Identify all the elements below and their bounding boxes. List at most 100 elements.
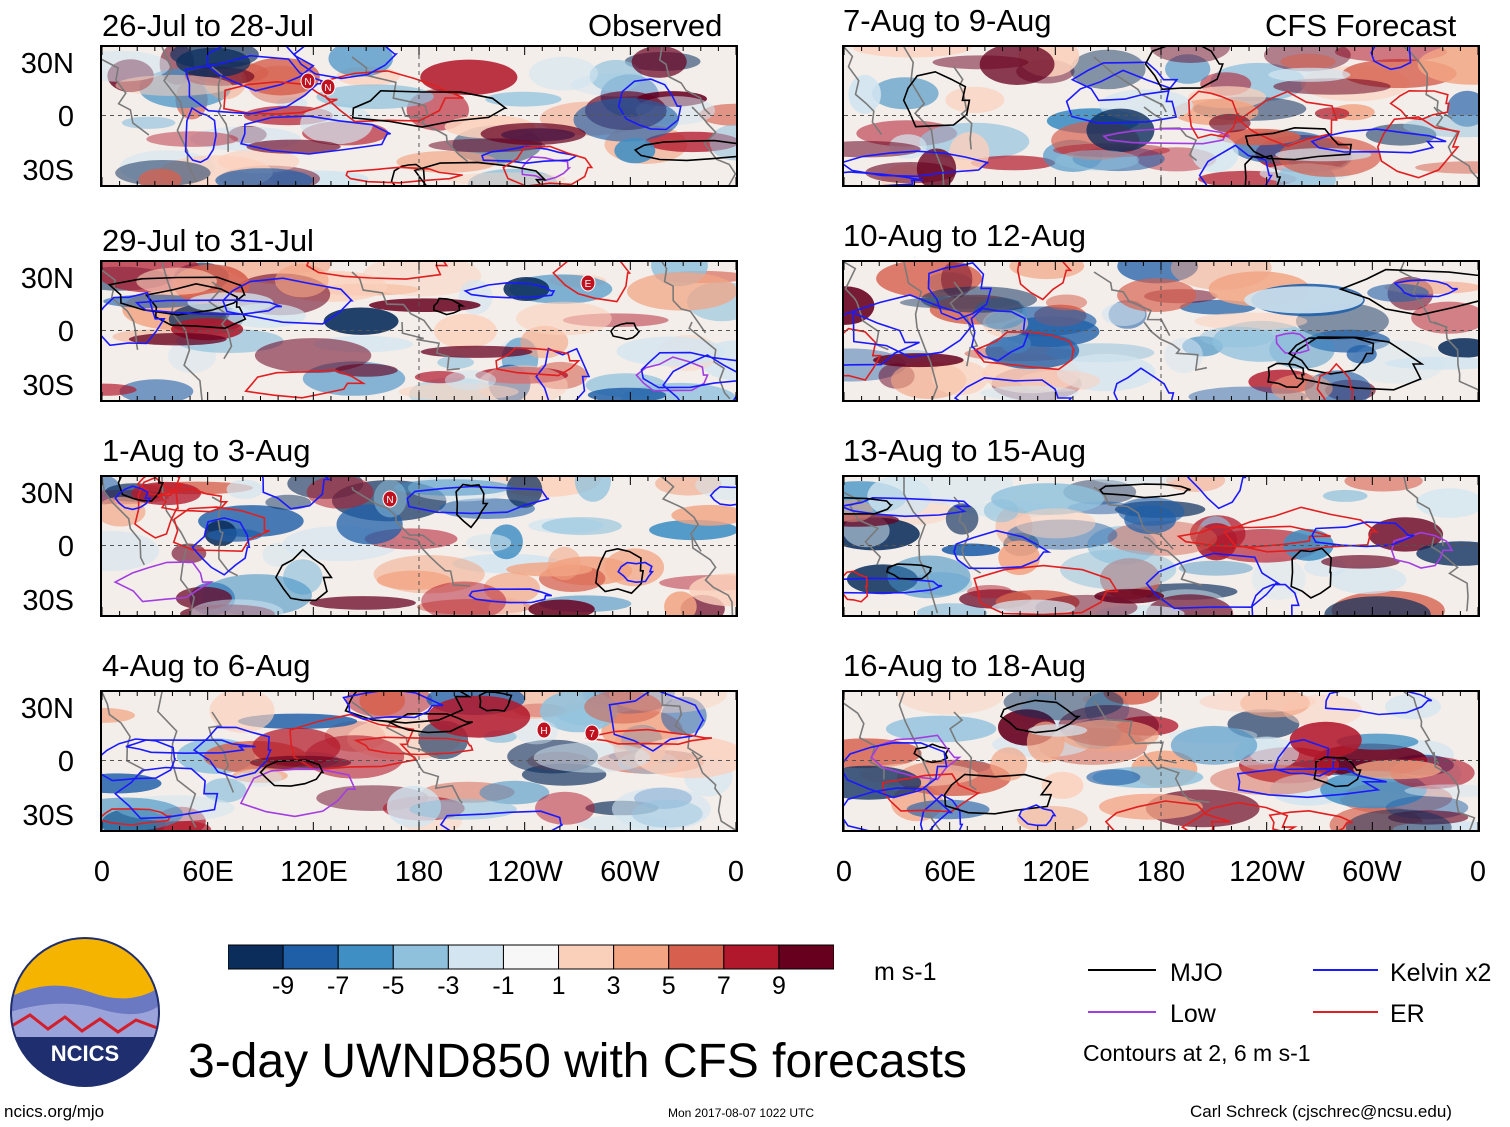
anomaly-blob	[171, 543, 207, 564]
y-tick-label: 30S	[22, 370, 74, 402]
colorbar-swatch	[447, 944, 504, 970]
contour-line	[1176, 525, 1331, 548]
anomaly-blob	[1334, 47, 1448, 62]
contour-line	[1098, 483, 1191, 499]
anomaly-blob	[695, 477, 736, 501]
contour-line	[478, 692, 513, 712]
y-tick-label: 0	[57, 531, 74, 563]
contour-line	[1018, 804, 1057, 827]
anomaly-blob	[1314, 107, 1350, 120]
coastline	[161, 477, 196, 615]
anomaly-blob	[529, 56, 598, 91]
contour-line	[125, 739, 256, 755]
contour-line	[406, 485, 550, 515]
coastline	[691, 106, 736, 185]
contour-line	[1287, 336, 1425, 391]
anomaly-blob	[1194, 312, 1308, 330]
heatmap-2	[102, 262, 736, 400]
anomaly-blob	[528, 599, 595, 615]
y-tick-label: 30S	[22, 800, 74, 832]
contour-line	[432, 297, 466, 316]
contour-line	[502, 145, 594, 185]
anomaly-blob	[209, 692, 275, 733]
x-tick-label: 120E	[1022, 856, 1090, 888]
anomaly-blob	[1103, 692, 1160, 705]
anomaly-blob	[362, 262, 482, 297]
contour-line	[1065, 69, 1178, 125]
heatmap-1	[102, 47, 736, 185]
coastline	[1430, 536, 1469, 612]
contour-line	[1244, 126, 1353, 161]
timestamp: Mon 2017-08-07 1022 UTC	[668, 1106, 815, 1120]
heatmap-3	[102, 477, 736, 615]
anomaly-blob	[945, 503, 979, 535]
site-url[interactable]: ncics.org/mjo	[4, 1102, 105, 1121]
panel-title-3: 1-Aug to 3-Aug	[102, 433, 311, 468]
contour-line	[495, 346, 581, 377]
contour-line	[353, 736, 474, 756]
anomaly-blob	[945, 86, 1005, 113]
contour-line	[239, 768, 357, 818]
anomaly-blob	[844, 512, 899, 527]
anomaly-blob	[931, 360, 989, 396]
anomaly-blob	[420, 59, 518, 95]
ncics-logo: NCICS	[10, 937, 160, 1092]
anomaly-blob	[176, 47, 251, 78]
contour-line	[293, 47, 399, 80]
anomaly-blob	[1280, 53, 1336, 70]
contour-line	[114, 766, 219, 820]
anomaly-blob	[409, 798, 517, 820]
contour-line	[439, 810, 563, 830]
anomaly-blob	[1091, 477, 1178, 486]
anomaly-blob	[1268, 67, 1351, 82]
anomaly-blob	[506, 477, 543, 508]
contour-line	[1236, 767, 1387, 799]
contour-line	[239, 115, 391, 155]
anomaly-blob	[1015, 508, 1096, 539]
anomaly-blob	[589, 59, 643, 92]
contour-line	[844, 787, 954, 830]
anomaly-blob	[475, 366, 568, 384]
contour-line	[262, 477, 331, 510]
contour-line	[1390, 531, 1454, 569]
contour-line	[970, 307, 1030, 362]
contour-line	[902, 70, 971, 128]
anomaly-blob	[1178, 560, 1253, 576]
anomaly-blob	[983, 499, 1019, 523]
anomaly-blob	[102, 530, 160, 572]
contour-line	[114, 485, 152, 511]
coastline	[351, 56, 430, 118]
coastline	[691, 536, 734, 615]
anomaly-blob	[916, 603, 988, 615]
colorbar-swatch	[502, 944, 560, 970]
y-tick-label: 30N	[20, 478, 74, 510]
contour-line	[1370, 47, 1412, 71]
coastline	[658, 47, 711, 115]
x-tick-label: 60W	[1342, 856, 1402, 888]
anomaly-blob	[689, 573, 736, 607]
anomaly-blob	[1212, 320, 1311, 362]
contour-line	[973, 331, 1076, 371]
anomaly-blob	[119, 379, 194, 400]
contour-line	[172, 506, 270, 553]
y-tick-label: 0	[57, 101, 74, 133]
colorbar-swatch	[778, 944, 834, 970]
anomaly-blob	[1199, 692, 1316, 713]
coastline	[949, 711, 977, 791]
contour-line	[662, 354, 736, 400]
coastline	[688, 321, 731, 400]
anomaly-blob	[980, 385, 1079, 400]
coastline	[211, 66, 229, 152]
map-panel-2	[100, 260, 738, 402]
y-tick-label: 30N	[20, 48, 74, 80]
anomaly-blob	[376, 570, 452, 590]
anomaly-blob	[1251, 557, 1306, 600]
contour-line	[885, 563, 933, 580]
contour-line	[552, 262, 632, 303]
colorbar-swatch	[723, 944, 780, 970]
contour-line	[608, 692, 705, 752]
anomaly-blob	[1411, 301, 1478, 334]
anomaly-blob	[468, 168, 558, 185]
contour-line	[1275, 332, 1310, 354]
anomaly-blob	[1384, 356, 1478, 370]
